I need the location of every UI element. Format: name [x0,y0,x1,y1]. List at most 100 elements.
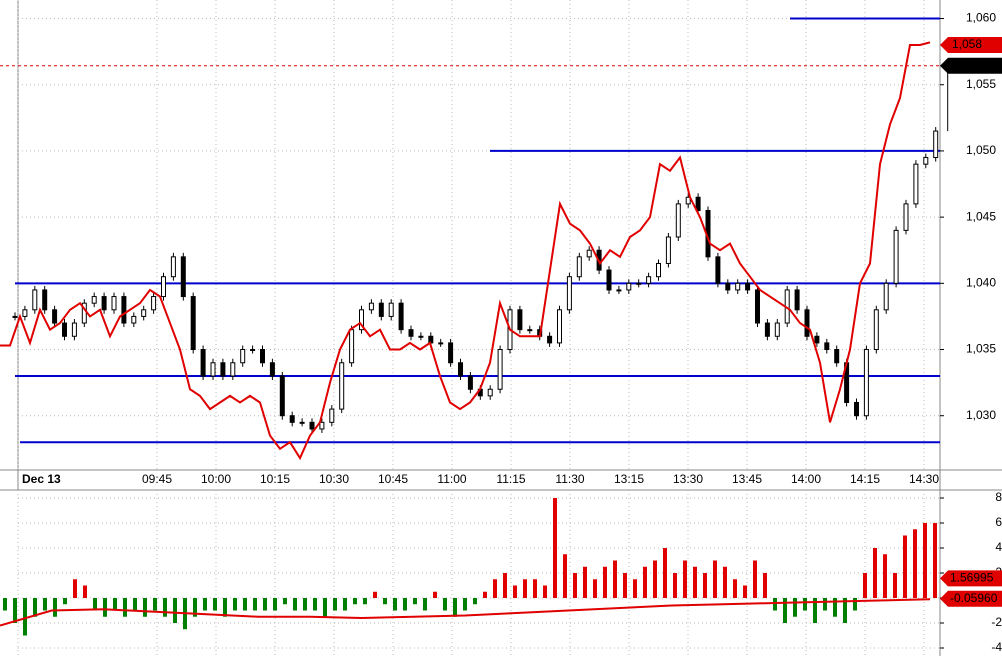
y-tick-label: 1,060 [966,11,996,25]
candle-body [62,322,67,337]
y-tick-label: 1,045 [966,209,996,223]
histogram-bar [783,598,787,623]
x-tick-label: 10:45 [378,472,408,486]
histogram-bar [53,598,57,617]
candle-body [665,236,671,264]
histogram-bar [263,598,267,611]
histogram-bar [553,498,557,598]
histogram-bar [233,598,237,611]
candle-body [121,296,127,324]
candle-body [487,388,493,397]
histogram-bar [93,598,97,611]
y-tick-label: 1,035 [966,342,996,356]
candle-body [388,302,394,317]
candle-body [913,163,919,205]
x-tick-label: 11:30 [555,472,584,486]
histogram-bar [823,598,827,611]
histogram-bar [423,598,427,611]
histogram-bar [713,560,717,598]
x-tick-label: 13:45 [732,472,762,486]
candle-body [408,329,414,337]
candle-body [269,362,275,377]
candle-body [834,349,840,364]
histogram-bar [403,598,407,611]
y-tick-label: 1,050 [966,143,996,157]
histogram-bar [313,598,317,611]
histogram-bar [903,535,907,598]
histogram-bar [673,573,677,598]
candle-body [883,282,889,311]
histogram-bar [113,598,117,611]
histogram-bar [833,598,837,617]
histogram-bar [753,560,757,598]
candle-body [517,309,523,331]
candle-body [695,196,701,212]
histogram-bar [303,598,307,611]
histogram-bar [293,598,297,611]
histogram-bar [493,579,497,598]
histogram-bar [23,598,27,636]
candle-body [398,302,404,331]
candle-body [685,196,691,205]
x-tick-label: 14:30 [909,472,939,486]
histogram-bar [413,598,417,605]
histogram-bar [633,579,637,598]
candle-body [260,349,265,364]
histogram-bar [703,573,707,598]
price-label-box [940,57,1002,74]
x-tick-label: 10:30 [319,472,349,486]
histogram-bar [733,579,737,598]
histogram-bar [323,598,327,617]
candle-body [854,401,859,417]
histogram-bar [253,598,257,611]
histogram-bar [343,598,347,611]
histogram-bar [143,598,147,617]
candle-body [656,262,661,278]
histogram-bar [173,598,177,623]
candle-body [52,309,58,324]
candle-body [22,309,28,317]
candle-body [319,421,325,430]
candle-body [418,335,424,338]
candle-body [101,296,107,311]
histogram-bar [643,566,647,598]
candle-body [675,203,681,238]
candle-body [497,349,503,390]
candle-body [200,349,206,377]
candle-body [289,415,295,423]
histogram-bar [163,598,167,617]
candle-body [448,342,454,364]
candle-body [161,276,166,298]
histogram-bar [563,554,567,598]
value-label-box [940,570,1002,587]
histogram-bar [683,560,687,598]
histogram-bar [743,585,747,598]
histogram-bar [693,566,697,598]
histogram-bar [43,598,47,611]
candle-body [527,329,533,332]
histogram-bar [193,598,197,617]
x-tick-label: 09:45 [142,472,172,486]
x-tick-label: 10:00 [201,472,231,486]
x-tick-label: 13:15 [614,472,644,486]
histogram-bar [433,591,437,598]
histogram-bar [603,566,607,598]
histogram-bar [543,585,547,598]
histogram-bar [223,598,227,617]
price-label-box [940,37,1002,54]
histogram-bar [583,566,587,598]
candle-body [349,329,355,364]
y-tick-label: 6 [995,515,1002,529]
histogram-bar [353,598,357,605]
histogram-bar [13,598,17,623]
histogram-bar [923,523,927,598]
price-label: 1,056.43 [952,58,999,72]
histogram-bar [623,573,627,598]
histogram-bar [813,598,817,623]
price-label: 1,058 [952,37,982,51]
candle-body [141,309,147,317]
y-tick-label: 1,040 [966,275,996,289]
candle-body [32,289,38,311]
candle-body [438,342,444,345]
